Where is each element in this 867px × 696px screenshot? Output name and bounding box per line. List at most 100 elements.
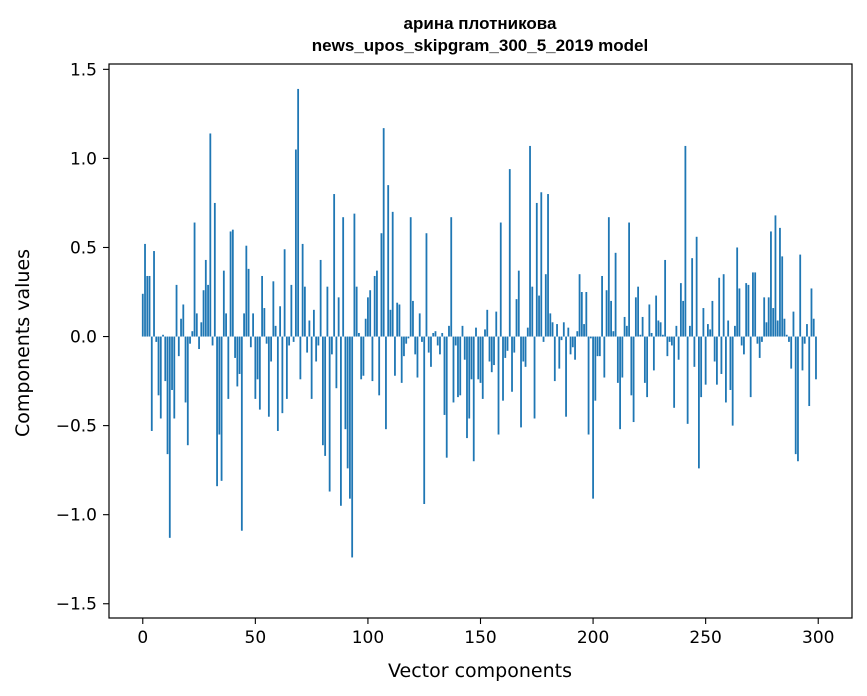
chart-title: арина плотникова	[404, 14, 557, 33]
bar-194	[578, 274, 581, 337]
bar-202	[596, 336, 599, 357]
bar-247	[698, 336, 700, 469]
bar-268	[745, 283, 748, 337]
bar-48	[249, 336, 252, 348]
bar-116	[403, 336, 405, 357]
bar-209	[612, 331, 615, 337]
bar-36	[222, 270, 225, 337]
bar-93	[351, 336, 354, 558]
bar-241	[684, 145, 687, 337]
bar-78	[317, 336, 320, 346]
bar-297	[810, 288, 813, 337]
bar-271	[752, 272, 754, 337]
bar-12	[168, 336, 171, 538]
bar-179	[544, 274, 547, 337]
bar-221	[639, 334, 642, 337]
bar-106	[380, 233, 383, 337]
bar-136	[448, 325, 450, 337]
bar-98	[362, 336, 365, 376]
bar-170	[524, 336, 527, 367]
bar-86	[335, 336, 338, 389]
bar-198	[587, 336, 590, 435]
bar-254	[713, 336, 716, 362]
bar-80	[321, 336, 324, 446]
bar-264	[736, 247, 739, 337]
bar-244	[691, 258, 694, 337]
bar-142	[461, 325, 464, 337]
bar-138	[452, 336, 455, 403]
bar-281	[774, 215, 777, 337]
bar-192	[574, 336, 576, 360]
bar-257	[720, 336, 723, 374]
bar-3	[148, 275, 151, 337]
bar-197	[585, 292, 588, 337]
bar-82	[326, 286, 329, 337]
x-tick-label: 100	[352, 628, 384, 648]
bar-199	[589, 336, 592, 339]
bar-61	[279, 306, 282, 337]
bar-256	[718, 277, 721, 337]
bar-278	[767, 297, 770, 337]
bar-148	[475, 327, 477, 337]
bar-248	[700, 336, 703, 398]
bar-189	[567, 327, 570, 337]
bar-174	[533, 336, 536, 419]
bar-11	[166, 336, 169, 455]
bar-231	[661, 334, 664, 337]
bar-286	[785, 334, 788, 337]
bar-128	[430, 336, 432, 367]
bar-215	[625, 325, 628, 337]
bar-40	[231, 229, 234, 337]
bar-72	[303, 286, 306, 337]
bar-127	[427, 336, 430, 353]
bar-9	[162, 334, 164, 337]
bar-285	[783, 318, 786, 337]
bar-251	[707, 324, 709, 337]
bar-43	[238, 336, 241, 374]
bar-81	[324, 336, 327, 456]
bar-91	[346, 336, 349, 469]
bar-62	[281, 336, 284, 414]
bar-211	[616, 336, 619, 383]
bar-46	[245, 245, 248, 337]
bar-146	[470, 336, 473, 380]
bar-164	[511, 336, 513, 392]
bar-77	[315, 336, 318, 362]
bars-group	[141, 88, 817, 558]
bar-102	[371, 336, 374, 382]
bar-169	[522, 336, 525, 362]
bar-44	[240, 336, 243, 531]
bar-79	[319, 259, 322, 337]
bar-19	[184, 336, 187, 403]
bar-25	[198, 336, 200, 350]
bar-226	[650, 332, 653, 337]
bar-168	[520, 336, 522, 428]
bar-26	[200, 322, 203, 337]
bar-201	[594, 336, 597, 401]
bar-38	[227, 336, 230, 399]
bar-160	[502, 336, 504, 401]
bar-16	[177, 336, 180, 357]
bar-239	[679, 283, 682, 337]
bar-238	[677, 336, 680, 360]
bar-90	[344, 336, 347, 430]
bar-261	[729, 336, 732, 390]
bar-45	[243, 313, 245, 337]
bar-185	[558, 336, 561, 369]
bar-41	[234, 336, 236, 358]
bar-74	[308, 320, 311, 337]
x-tick-label: 250	[689, 628, 721, 648]
bar-101	[369, 290, 372, 337]
bar-149	[477, 336, 480, 380]
bar-296	[808, 336, 811, 407]
bar-18	[182, 304, 185, 337]
bar-71	[301, 243, 304, 337]
bar-171	[526, 327, 529, 337]
bar-203	[598, 336, 601, 357]
bar-56	[267, 336, 270, 417]
bar-208	[610, 300, 612, 337]
bar-212	[619, 336, 621, 430]
bar-253	[711, 300, 714, 337]
bar-242	[686, 336, 689, 424]
bar-166	[515, 299, 518, 337]
